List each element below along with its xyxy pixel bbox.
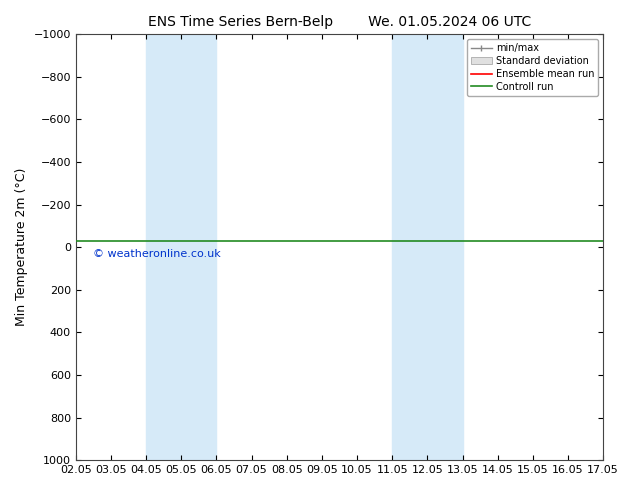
Bar	[146, 34, 216, 460]
Y-axis label: Min Temperature 2m (°C): Min Temperature 2m (°C)	[15, 168, 28, 326]
Title: ENS Time Series Bern-Belp        We. 01.05.2024 06 UTC: ENS Time Series Bern-Belp We. 01.05.2024…	[148, 15, 531, 29]
Legend: min/max, Standard deviation, Ensemble mean run, Controll run: min/max, Standard deviation, Ensemble me…	[467, 39, 598, 96]
Text: © weatheronline.co.uk: © weatheronline.co.uk	[93, 249, 221, 259]
Bar	[392, 34, 462, 460]
